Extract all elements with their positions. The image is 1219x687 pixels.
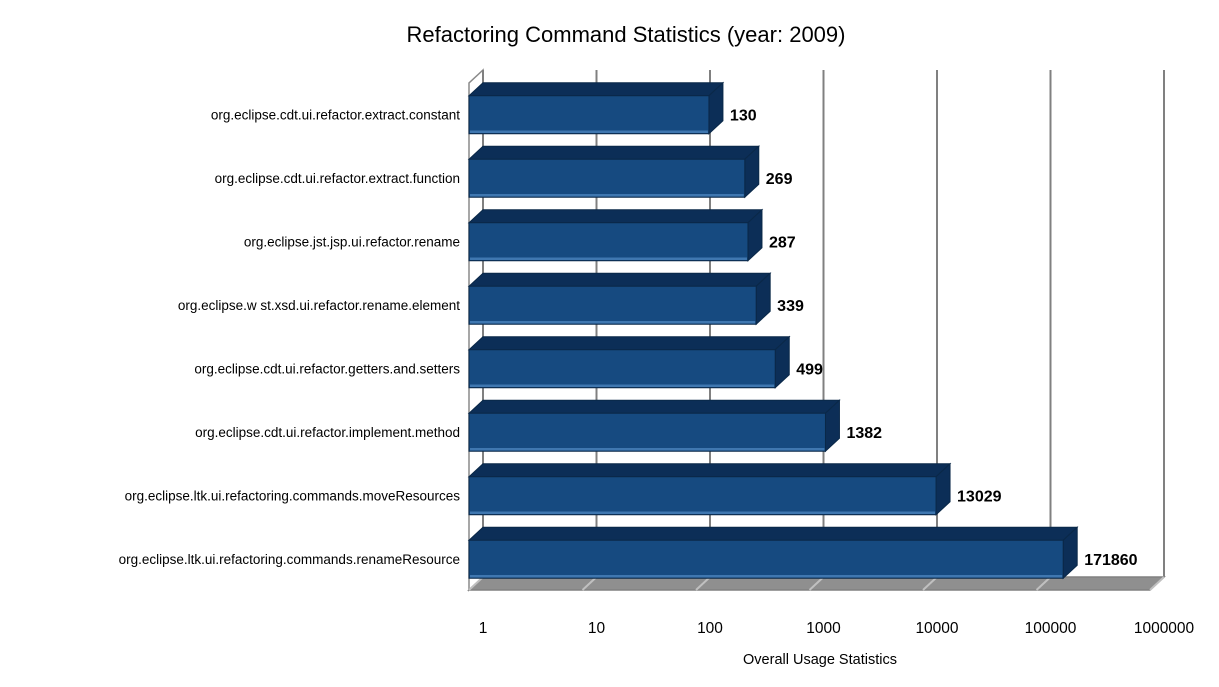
bar-value-label: 171860: [1084, 552, 1137, 569]
x-tick-label: 1: [479, 620, 488, 637]
bar: [468, 222, 749, 262]
chart-title: Refactoring Command Statistics (year: 20…: [406, 22, 846, 47]
floor-stripe: [808, 576, 825, 591]
bar-top-face: [467, 399, 841, 414]
x-tick-label: 1000: [806, 620, 841, 637]
bar-top-face: [467, 145, 761, 160]
bar-value-label: 1382: [846, 425, 882, 442]
category-label: org.eclipse.w st.xsd.ui.refactor.rename.…: [178, 298, 460, 313]
category-label: org.eclipse.ltk.ui.refactoring.commands.…: [125, 488, 461, 503]
x-tick-label: 10: [588, 620, 606, 637]
floor-stripe: [468, 576, 484, 591]
floor-stripe: [1035, 576, 1052, 591]
x-axis-title: Overall Usage Statistics: [743, 652, 897, 668]
category-label: org.eclipse.cdt.ui.refactor.extract.func…: [215, 171, 460, 186]
floor-stripe: [1149, 576, 1165, 591]
bar-value-label: 13029: [957, 488, 1002, 505]
x-tick-label: 1000000: [1134, 620, 1195, 637]
bar: [468, 539, 1064, 579]
category-label: org.eclipse.cdt.ui.refactor.getters.and.…: [194, 361, 460, 376]
bar: [468, 476, 937, 516]
bar-top-face: [467, 272, 772, 287]
bar-top-face: [467, 209, 764, 224]
bar: [468, 285, 757, 325]
bar: [468, 95, 710, 135]
x-tick-label: 10000: [915, 620, 958, 637]
category-label: org.eclipse.ltk.ui.refactoring.commands.…: [119, 552, 460, 567]
bar: [468, 158, 746, 198]
bar: [468, 412, 826, 452]
bar-value-label: 287: [769, 234, 796, 251]
bar-top-face: [467, 82, 725, 97]
x-tick-label: 100: [697, 620, 723, 637]
x-tick-label: 100000: [1025, 620, 1077, 637]
floor-stripe: [695, 576, 711, 591]
bar: [468, 349, 776, 389]
bar-value-label: 269: [766, 171, 793, 188]
category-label: org.eclipse.jst.jsp.ui.refactor.rename: [244, 234, 460, 249]
category-label: org.eclipse.cdt.ui.refactor.implement.me…: [195, 425, 460, 440]
bar-value-label: 339: [777, 298, 804, 315]
floor-stripe: [922, 576, 938, 591]
floor-stripe: [581, 576, 598, 591]
bar-top-face: [467, 526, 1079, 541]
category-label: org.eclipse.cdt.ui.refactor.extract.cons…: [211, 107, 460, 122]
bar-top-face: [467, 463, 952, 478]
bar-top-face: [467, 336, 791, 351]
bar-value-label: 130: [730, 107, 757, 124]
bar-value-label: 499: [796, 361, 823, 378]
